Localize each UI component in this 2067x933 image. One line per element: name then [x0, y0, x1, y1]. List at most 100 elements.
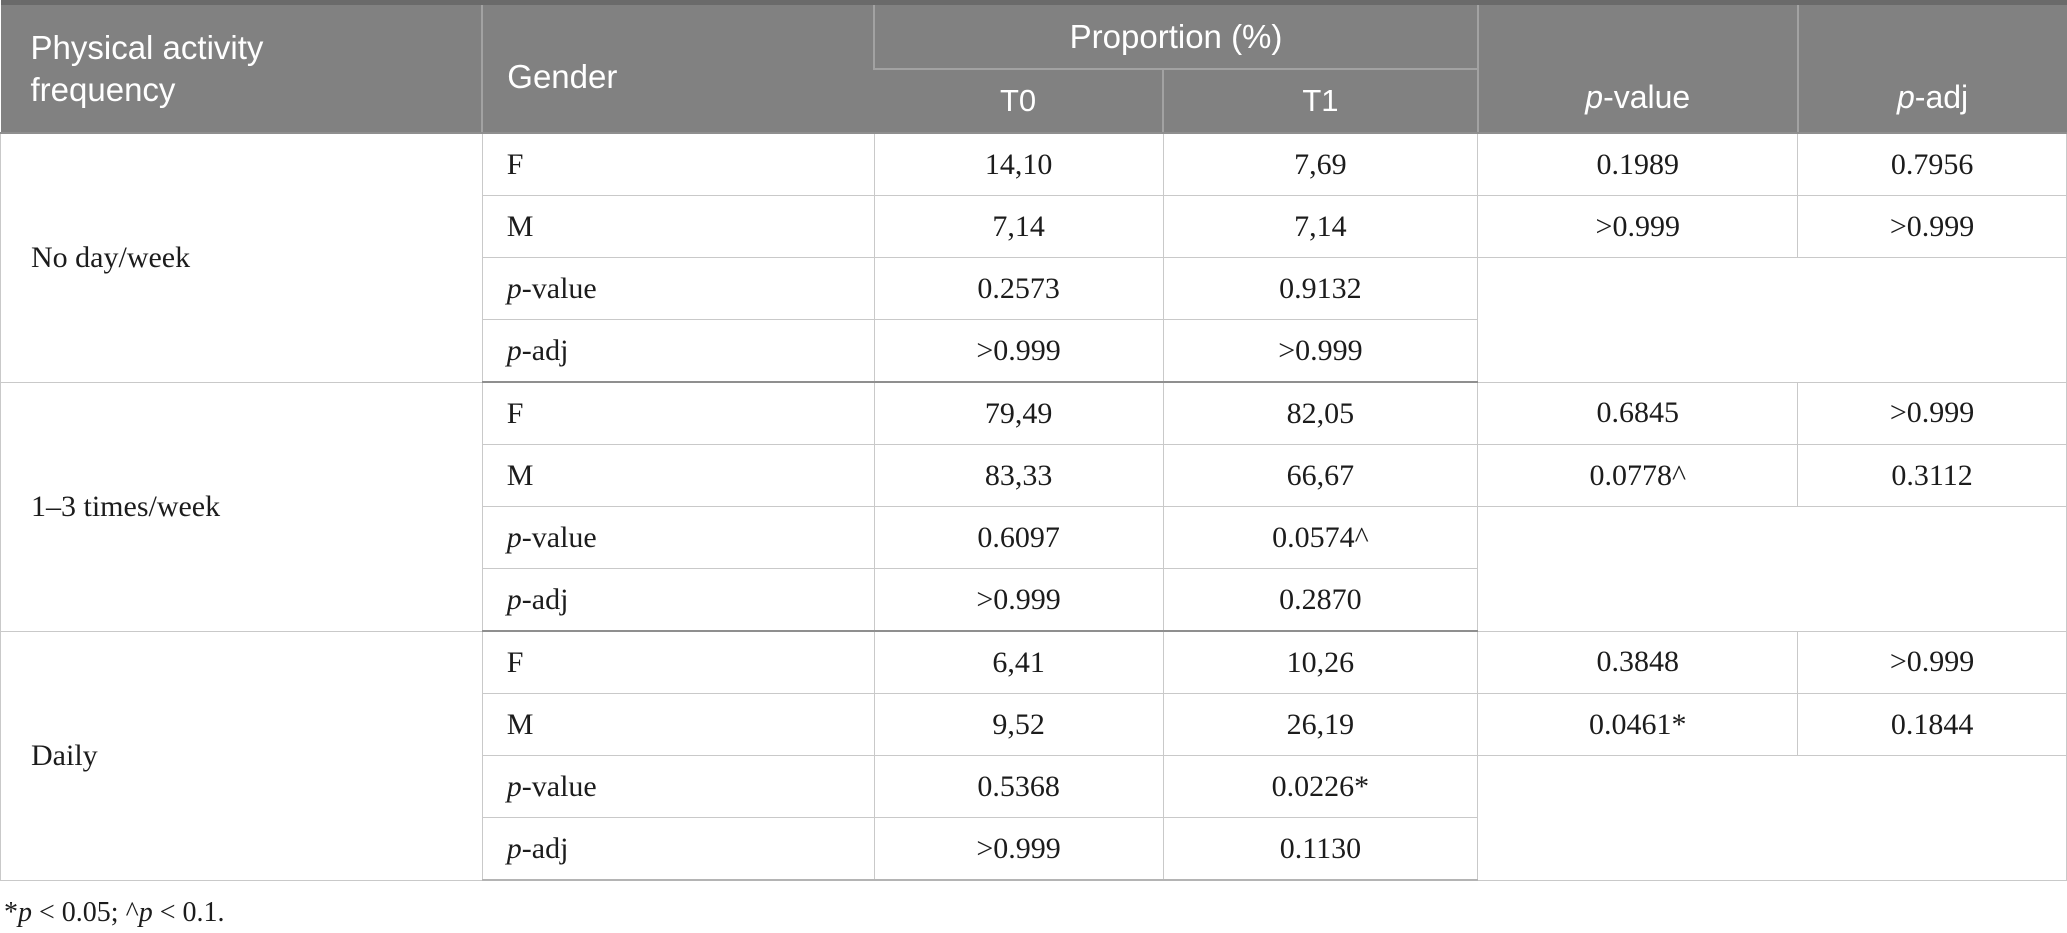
header-physical-activity-frequency-label: Physical activity frequency — [30, 29, 264, 108]
t1-value-cell: 0.0226* — [1162, 755, 1479, 818]
p-value-row-label: p-value — [481, 257, 875, 320]
gender-cell: F — [481, 630, 875, 694]
p-suffix: -value — [521, 769, 597, 803]
p-value-cell: 0.0461* — [1477, 693, 1799, 756]
t1-value-cell: 7,69 — [1162, 132, 1479, 196]
table-row: M 9,52 26,19 0.0461* 0.1844 — [1, 693, 2067, 756]
table-row: 1–3 times/week F 79,49 82,05 0.6845 >0.9… — [0, 381, 2067, 632]
p-adj-cell: 0.3112 — [1797, 444, 2067, 507]
physical-activity-table: Physical activity frequency Gender Propo… — [0, 0, 2067, 881]
t1-value-cell: 0.0574^ — [1162, 506, 1479, 569]
table-row: p-value 0.6097 0.0574^ — [1, 506, 2067, 632]
header-p-adj: p-adj — [1796, 2, 2067, 134]
p-adj-cell: 0.1844 — [1797, 693, 2067, 756]
header-t0-label: T0 — [1000, 83, 1037, 118]
header-physical-activity-frequency: Physical activity frequency — [0, 2, 483, 134]
merged-empty-cell — [1477, 506, 2067, 632]
t0-value-cell: 6,41 — [873, 630, 1164, 694]
footnote-seg2: < 0.1. — [152, 897, 225, 928]
t0-value-cell: 9,52 — [873, 693, 1164, 756]
p-value-cell: >0.999 — [1477, 195, 1799, 258]
p-italic: p — [506, 333, 522, 367]
header-p-adj-italic: p — [1897, 79, 1915, 115]
p-adj-row-label: p-adj — [481, 568, 875, 632]
header-proportion: Proportion (%) — [873, 2, 1478, 70]
group-label-1-3-times-week: 1–3 times/week — [0, 381, 483, 632]
gender-cell: F — [481, 132, 875, 196]
footnote-p-italic: p — [18, 897, 32, 928]
p-adj-cell: >0.999 — [1797, 630, 2067, 694]
table-row: M 83,33 66,67 0.0778^ 0.3112 — [1, 444, 2067, 507]
p-adj-cell: >0.999 — [1797, 381, 2067, 445]
significance-footnote: *p < 0.05; ^p < 0.1. — [4, 897, 2067, 929]
header-p-value: p-value — [1476, 2, 1798, 134]
t1-value-cell: 66,67 — [1162, 444, 1479, 507]
t1-value-cell: 0.1130 — [1162, 817, 1479, 881]
t0-value-cell: >0.999 — [873, 319, 1164, 383]
p-italic: p — [506, 769, 522, 803]
t0-value-cell: 79,49 — [873, 381, 1164, 445]
group-label-no-day-week: No day/week — [0, 132, 483, 383]
table-body: No day/week F 14,10 7,69 0.1989 0.7956 M… — [0, 132, 2067, 881]
p-value-row-label: p-value — [481, 755, 875, 818]
table-header: Physical activity frequency Gender Propo… — [0, 2, 2067, 134]
header-p-value-italic: p — [1585, 79, 1604, 115]
footnote-seg1: < 0.05; ^ — [32, 897, 139, 928]
t0-value-cell: 14,10 — [873, 132, 1164, 196]
footnote-p-italic: p — [138, 897, 153, 928]
group-label-daily: Daily — [0, 630, 483, 881]
t0-value-cell: >0.999 — [873, 568, 1164, 632]
p-suffix: -value — [521, 271, 597, 305]
table-row: p-adj >0.999 >0.999 — [1, 319, 2067, 383]
p-adj-cell: 0.7956 — [1797, 132, 2067, 196]
table-row: p-adj >0.999 0.1130 — [1, 817, 2067, 881]
p-value-cell: 0.3848 — [1477, 630, 1799, 694]
p-value-row-label: p-value — [481, 506, 875, 569]
t0-value-cell: 0.6097 — [873, 506, 1164, 569]
t1-value-cell: >0.999 — [1162, 319, 1479, 383]
t1-value-cell: 10,26 — [1162, 630, 1479, 694]
table-row: M 7,14 7,14 >0.999 >0.999 — [1, 195, 2067, 258]
t1-value-cell: 82,05 — [1162, 381, 1479, 445]
t1-value-cell: 0.9132 — [1162, 257, 1479, 320]
header-t1: T1 — [1162, 69, 1478, 134]
t0-value-cell: >0.999 — [873, 817, 1164, 881]
gender-cell: M — [481, 444, 875, 507]
p-value-cell: 0.1989 — [1477, 132, 1799, 196]
header-gender-label: Gender — [507, 57, 618, 95]
header-t1-label: T1 — [1302, 83, 1339, 118]
header-proportion-label: Proportion (%) — [1069, 17, 1283, 55]
p-value-cell: 0.6845 — [1477, 381, 1799, 445]
footnote-star: * — [4, 897, 18, 928]
table-row: p-value 0.2573 0.9132 — [1, 257, 2067, 383]
p-suffix: -adj — [521, 582, 569, 616]
p-suffix: -adj — [521, 831, 569, 865]
t1-value-cell: 0.2870 — [1162, 568, 1479, 632]
t1-value-cell: 26,19 — [1162, 693, 1479, 756]
t0-value-cell: 0.2573 — [873, 257, 1164, 320]
gender-cell: F — [481, 381, 875, 445]
p-adj-cell: >0.999 — [1797, 195, 2067, 258]
p-value-cell: 0.0778^ — [1477, 444, 1799, 507]
p-italic: p — [506, 271, 522, 305]
p-italic: p — [506, 520, 522, 554]
t0-value-cell: 83,33 — [873, 444, 1164, 507]
p-italic: p — [506, 831, 522, 865]
p-adj-row-label: p-adj — [481, 319, 875, 383]
table-row: p-adj >0.999 0.2870 — [1, 568, 2067, 632]
table-row: p-value 0.5368 0.0226* — [1, 755, 2067, 881]
gender-cell: M — [481, 195, 875, 258]
merged-empty-cell — [1477, 257, 2067, 383]
t1-value-cell: 7,14 — [1162, 195, 1479, 258]
header-gender: Gender — [481, 2, 875, 134]
p-suffix: -value — [521, 520, 597, 554]
header-t0: T0 — [874, 69, 1163, 134]
header-p-value-suffix: -value — [1603, 79, 1691, 115]
p-italic: p — [506, 582, 522, 616]
table-row: Daily F 6,41 10,26 0.3848 >0.999 — [0, 630, 2067, 881]
gender-cell: M — [481, 693, 875, 756]
t0-value-cell: 0.5368 — [873, 755, 1164, 818]
merged-empty-cell — [1477, 755, 2067, 881]
table-row: No day/week F 14,10 7,69 0.1989 0.7956 — [0, 132, 2067, 383]
